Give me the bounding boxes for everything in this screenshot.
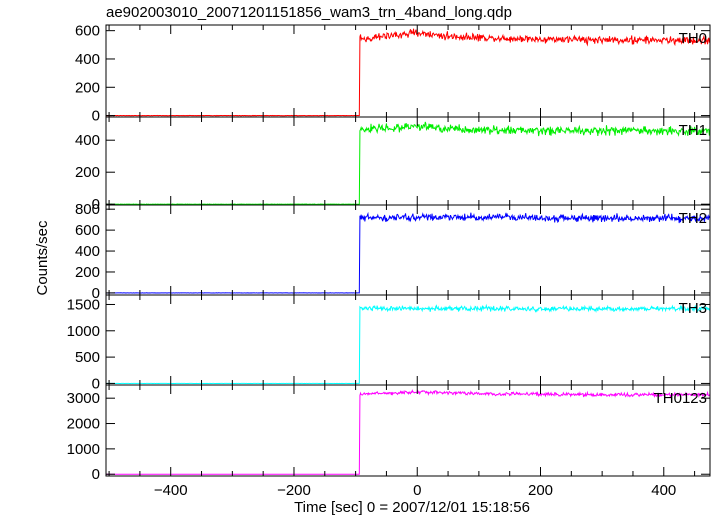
y-tick-label: 200 bbox=[75, 264, 100, 281]
panel-th0: 0 200 400 600 TH0 bbox=[75, 23, 711, 125]
x-tick-label: 400 bbox=[651, 482, 676, 499]
x-axis-label: Time [sec] 0 = 2007/12/01 15:18:56 bbox=[294, 499, 530, 516]
x-tick-label: 0 bbox=[413, 482, 421, 499]
panel-frame bbox=[105, 24, 711, 118]
series-line-th0 bbox=[105, 28, 711, 117]
y-tick-label: 600 bbox=[75, 23, 100, 40]
panel-label-th3: TH3 bbox=[679, 300, 707, 317]
y-tick-label: 800 bbox=[75, 201, 100, 218]
y-tick-label: 0 bbox=[92, 196, 100, 213]
x-tick-label: 200 bbox=[528, 482, 553, 499]
y-tick-label: 400 bbox=[75, 51, 100, 68]
panel-label-th2: TH2 bbox=[679, 210, 707, 227]
panel-frame bbox=[105, 384, 711, 477]
x-tick-label: −400 bbox=[154, 482, 188, 499]
panel-label-th1: TH1 bbox=[679, 122, 707, 139]
panel-th1: 0 200 400 TH1 bbox=[75, 116, 711, 213]
panel-frame bbox=[105, 116, 711, 206]
y-tick-label: 0 bbox=[92, 466, 100, 483]
series-line-th2 bbox=[105, 211, 711, 294]
y-tick-label: 200 bbox=[75, 164, 100, 181]
chart-title: ae902003010_20071201151856_wam3_trn_4ban… bbox=[106, 4, 512, 21]
panel-th2: 0 200 400 600 800 TH2 bbox=[75, 201, 711, 302]
y-tick-label: 0 bbox=[92, 375, 100, 392]
y-tick-label: 1500 bbox=[67, 296, 100, 313]
y-tick-label: 1000 bbox=[67, 323, 100, 340]
series-line-th3 bbox=[105, 303, 711, 384]
series-line-th1 bbox=[105, 121, 711, 205]
y-axis-label: Counts/sec bbox=[34, 220, 51, 296]
y-tick-label: 0 bbox=[92, 108, 100, 125]
series-line-th0123 bbox=[105, 389, 711, 475]
y-tick-label: 400 bbox=[75, 243, 100, 260]
y-tick-label: 2000 bbox=[67, 416, 100, 433]
panel-th3: 0 500 1000 1500 TH3 bbox=[67, 294, 711, 392]
y-tick-label: 400 bbox=[75, 132, 100, 149]
y-tick-label: 3000 bbox=[67, 390, 100, 407]
x-tick-label: −200 bbox=[277, 482, 311, 499]
y-tick-label: 500 bbox=[75, 349, 100, 366]
panel-th0123: 0 1000 2000 3000 TH0123 bbox=[67, 384, 711, 483]
y-tick-label: 1000 bbox=[67, 441, 100, 458]
y-tick-label: 600 bbox=[75, 222, 100, 239]
panel-label-th0123: TH0123 bbox=[654, 390, 707, 407]
y-tick-label: 0 bbox=[92, 285, 100, 302]
y-tick-label: 200 bbox=[75, 79, 100, 96]
panel-label-th0: TH0 bbox=[679, 30, 707, 47]
